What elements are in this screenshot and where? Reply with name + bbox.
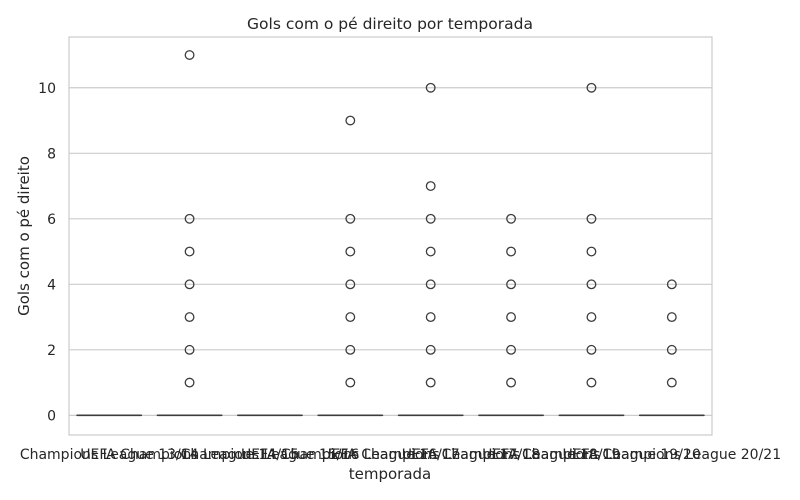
outlier-point xyxy=(184,279,195,290)
outlier-point xyxy=(586,246,597,257)
outlier-point xyxy=(184,377,195,388)
outlier-point xyxy=(586,82,597,93)
outlier-point xyxy=(425,377,436,388)
outlier-point xyxy=(345,213,356,224)
outlier-point xyxy=(345,344,356,355)
y-axis-title: Gols com o pé direito xyxy=(15,156,33,316)
outlier-point xyxy=(666,279,677,290)
y-tick-label: 4 xyxy=(47,277,56,293)
outlier-point xyxy=(345,377,356,388)
outlier-point xyxy=(586,213,597,224)
outlier-point xyxy=(345,246,356,257)
outlier-point xyxy=(586,377,597,388)
outlier-point xyxy=(666,312,677,323)
x-tick-label: UEFA Champions League 20/21 xyxy=(562,447,781,463)
x-tick-label: Champions League 13/14 xyxy=(20,447,199,463)
outlier-point xyxy=(184,246,195,257)
outlier-point xyxy=(345,279,356,290)
x-tick-label: UEFA Champions League 18/19 xyxy=(402,447,621,463)
outlier-point xyxy=(586,279,597,290)
outlier-point xyxy=(345,312,356,323)
gridlines xyxy=(69,87,712,416)
outlier-point xyxy=(425,181,436,191)
outlier-point xyxy=(425,312,436,323)
outlier-point xyxy=(506,344,517,355)
x-tick-label: UEFA Champions League 14/15 xyxy=(80,447,299,463)
x-tick-label: UEFA Champions League 16/17 xyxy=(241,447,460,463)
outlier-point xyxy=(586,344,597,355)
x-tick-label: UEFA Champions League 19/20 xyxy=(482,447,701,463)
outlier-point xyxy=(184,344,195,355)
outliers xyxy=(184,50,677,388)
outlier-point xyxy=(425,246,436,257)
outlier-point xyxy=(184,312,195,323)
outlier-point xyxy=(506,377,517,388)
plot-frame xyxy=(68,36,713,436)
y-tick-label: 2 xyxy=(47,343,56,359)
x-tick-label: Champions League 15/16 xyxy=(181,447,360,463)
y-tick-label: 0 xyxy=(47,408,56,424)
outlier-point xyxy=(506,246,517,257)
y-tick-label: 6 xyxy=(47,212,56,228)
outlier-point xyxy=(425,344,436,355)
outlier-point xyxy=(184,213,195,224)
x-tick-label: UEFA Champions League 17/18 xyxy=(321,447,540,463)
outlier-point xyxy=(425,82,436,93)
outlier-point xyxy=(506,213,517,224)
outlier-point xyxy=(666,344,677,355)
outlier-point xyxy=(506,279,517,290)
y-tick-labels: 0 2 4 6 8 10 xyxy=(38,81,56,425)
outlier-point xyxy=(425,279,436,290)
outlier-point xyxy=(666,377,677,388)
x-axis-title: temporada xyxy=(349,465,432,483)
outlier-point xyxy=(506,312,517,323)
outlier-point xyxy=(345,115,356,126)
outlier-point xyxy=(184,50,195,60)
outlier-point xyxy=(586,312,597,323)
y-tick-label: 8 xyxy=(47,146,56,162)
outlier-point xyxy=(425,213,436,224)
chart-title: Gols com o pé direito por temporada xyxy=(247,15,533,33)
y-tick-label: 10 xyxy=(38,81,56,97)
